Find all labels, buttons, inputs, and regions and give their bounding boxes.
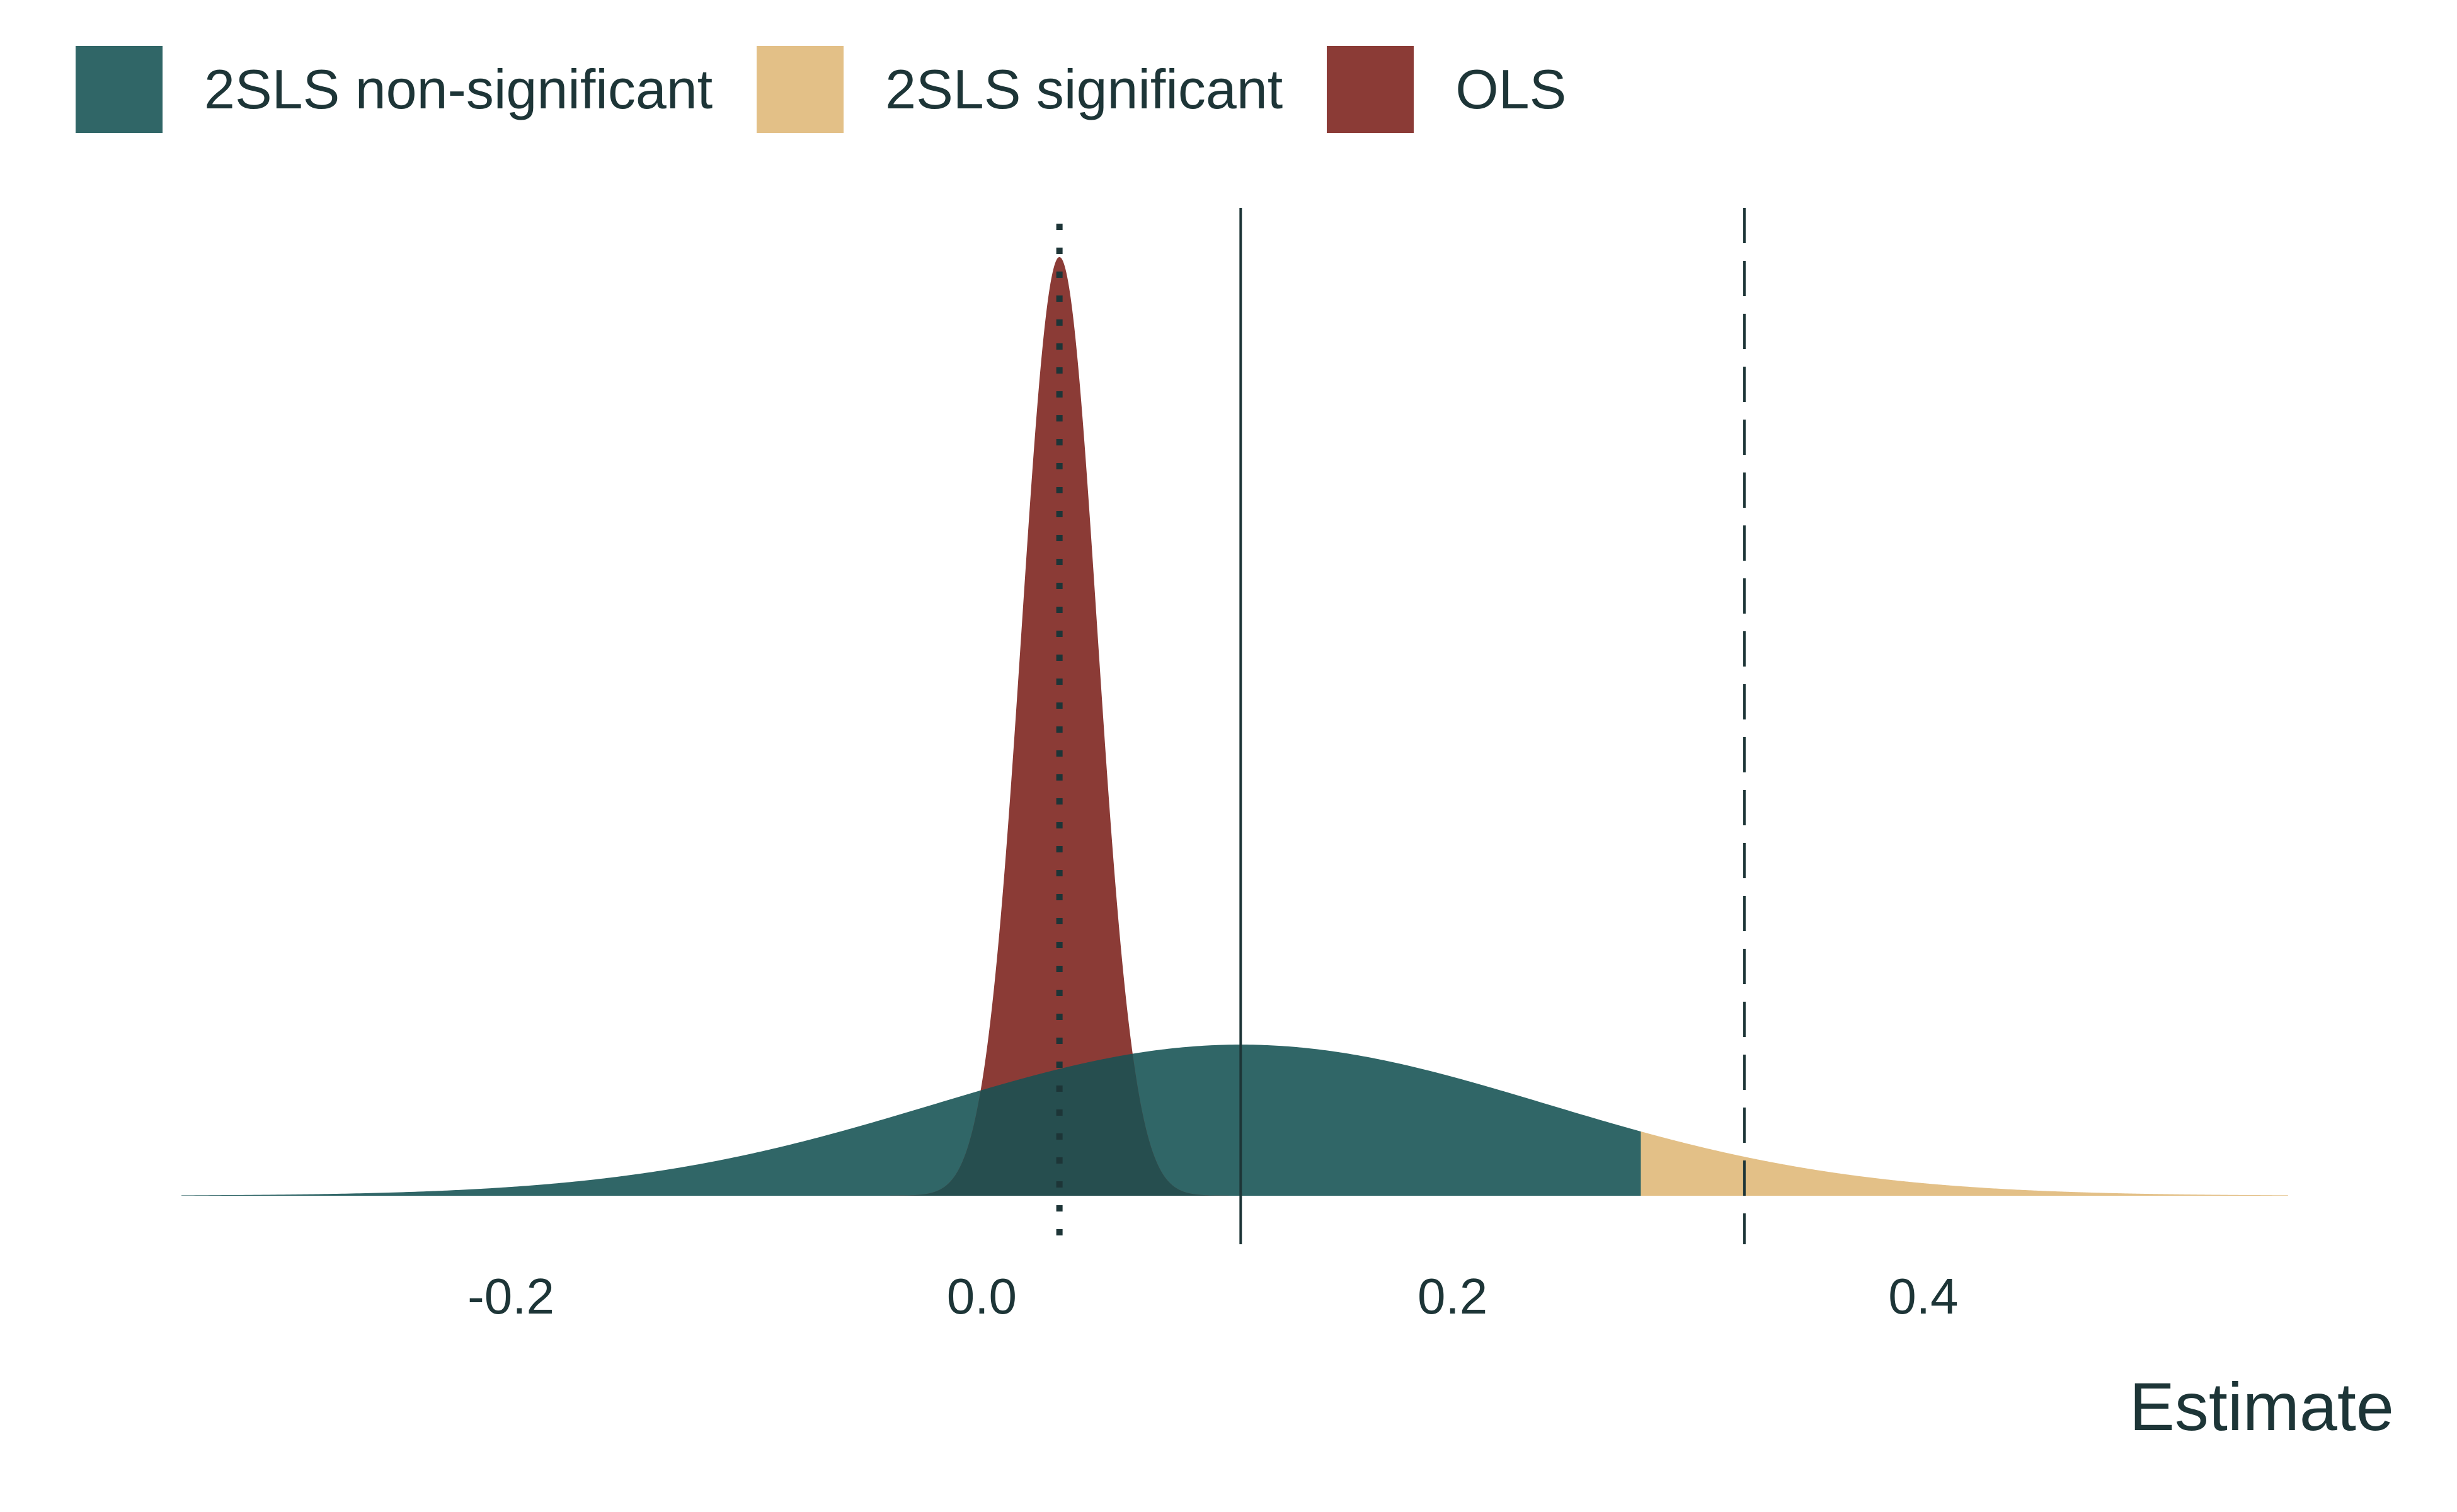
- area-2sls-significant: [1641, 1131, 2288, 1196]
- x-axis-title: Estimate: [2129, 1368, 2394, 1445]
- area-overlap: [871, 1053, 1248, 1196]
- x-tick-label: 0.2: [1418, 1268, 1487, 1324]
- density-areas: [181, 257, 2288, 1196]
- x-tick-label: -0.2: [467, 1268, 554, 1324]
- legend-item-ols: OLS: [1327, 46, 1566, 133]
- area-2sls-non-significant: [181, 1045, 1641, 1196]
- reference-lines: [1056, 208, 1746, 1244]
- legend-swatch-2sls-non-significant: [76, 46, 163, 133]
- legend-swatch-2sls-significant: [757, 46, 844, 133]
- legend: 2SLS non-significant 2SLS significant OL…: [76, 45, 1610, 134]
- x-tick-label: 0.0: [947, 1268, 1017, 1324]
- x-axis-ticks: -0.2 0.0 0.2 0.4: [467, 1268, 1958, 1324]
- legend-item-2sls-significant: 2SLS significant: [757, 46, 1283, 133]
- legend-label-2sls-non-significant: 2SLS non-significant: [204, 58, 713, 120]
- legend-label-2sls-significant: 2SLS significant: [885, 58, 1283, 120]
- legend-item-2sls-non-significant: 2SLS non-significant: [76, 46, 713, 133]
- x-tick-label: 0.4: [1888, 1268, 1958, 1324]
- legend-swatch-ols: [1327, 46, 1414, 133]
- legend-label-ols: OLS: [1455, 58, 1567, 120]
